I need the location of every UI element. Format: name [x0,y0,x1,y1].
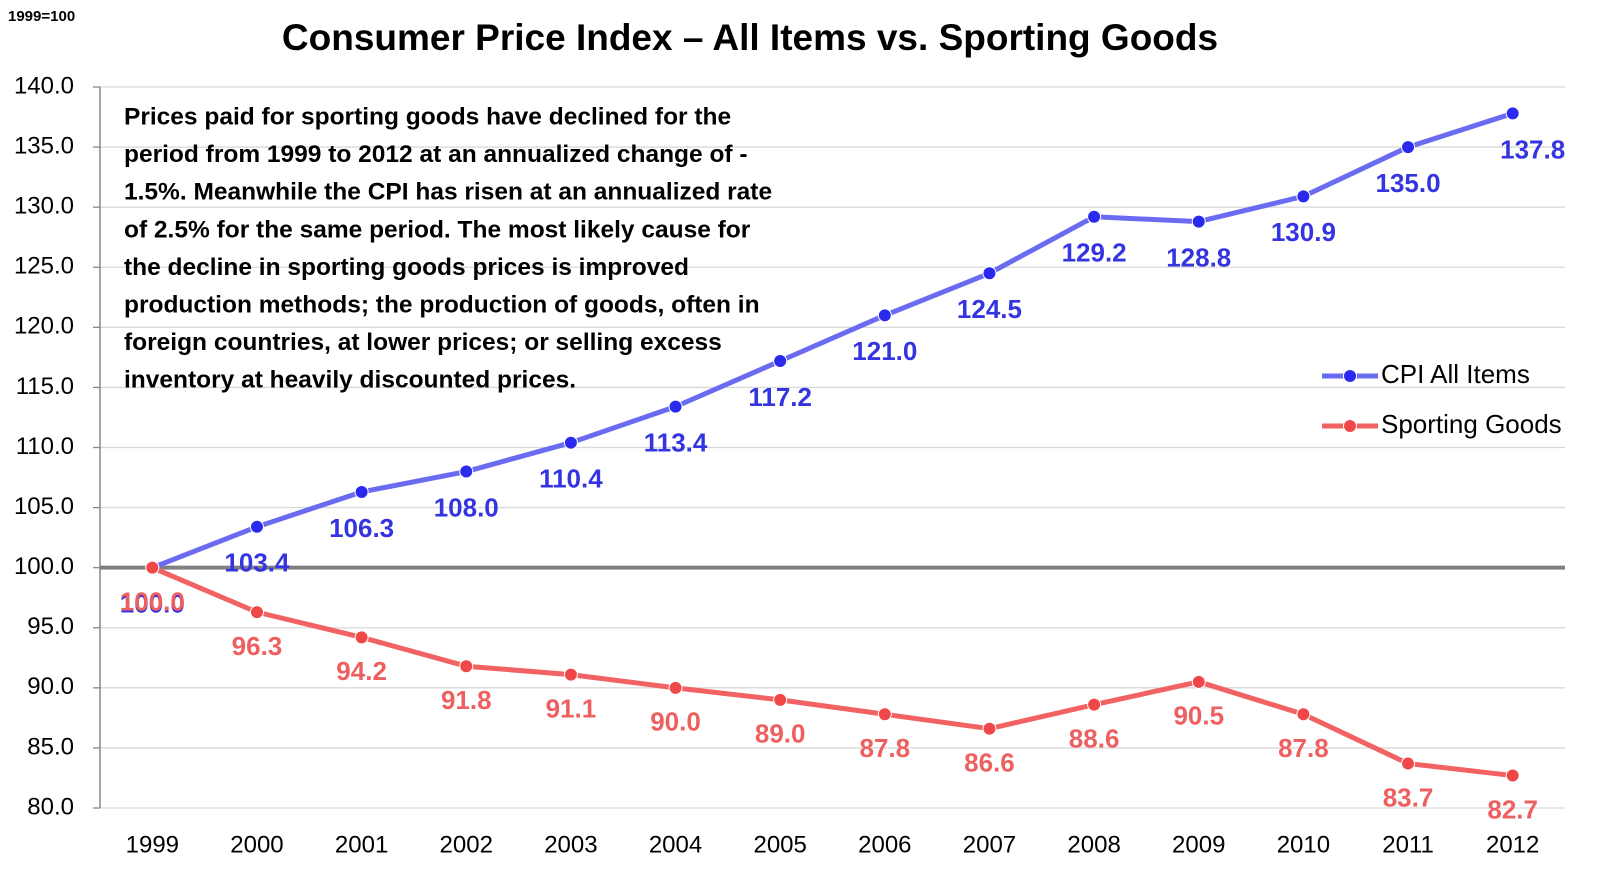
legend-marker [1343,419,1357,433]
point [877,707,892,722]
x-tick-label: 2000 [230,831,283,858]
legend-label: Sporting Goods [1381,409,1562,439]
y-tick-label: 105.0 [14,493,74,520]
data-label: 137.8 [1500,134,1565,164]
y-tick-label: 130.0 [14,193,74,220]
x-tick-label: 2010 [1277,831,1330,858]
data-label: 124.5 [957,294,1022,324]
subtitle: 1999=100 [8,8,75,25]
data-label: 108.0 [434,492,499,522]
point [1401,140,1416,155]
annotation: Prices paid for sporting goods have decl… [124,103,731,130]
point [354,484,369,499]
x-tick-label: 2003 [544,831,597,858]
point [877,308,892,323]
point [1505,768,1520,783]
y-tick-label: 90.0 [27,673,74,700]
legend-label: CPI All Items [1381,359,1530,389]
y-tick-label: 80.0 [27,793,74,820]
x-tick-label: 2011 [1382,831,1434,858]
annotation: inventory at heavily discounted prices. [124,367,576,394]
data-label: 90.0 [650,707,701,737]
point [563,435,578,450]
point [1296,189,1311,204]
data-label: 87.8 [860,733,911,763]
point [249,519,264,534]
data-label: 110.4 [539,464,603,494]
annotation: foreign countries, at lower prices; or s… [124,329,722,356]
series-line [151,111,1514,570]
data-label: 100.0 [120,589,185,619]
annotation: production methods; the production of go… [124,291,760,318]
data-label: 103.4 [224,548,290,578]
y-tick-label: 85.0 [27,733,74,760]
point [354,630,369,645]
data-label: 106.3 [329,513,394,543]
x-tick-label: 2009 [1172,831,1225,858]
x-tick-label: 2005 [753,831,806,858]
point [1296,707,1311,722]
x-tick-label: 2007 [963,831,1016,858]
point [145,560,160,575]
point [773,692,788,707]
y-tick-label: 125.0 [14,253,74,280]
x-tick-label: 2002 [440,831,493,858]
point [1087,697,1102,712]
x-tick-label: 2004 [649,831,702,858]
y-tick-label: 100.0 [14,553,74,580]
point [459,659,474,674]
data-label: 91.1 [546,693,597,723]
data-label: 91.8 [441,685,492,715]
data-label: 86.6 [964,748,1015,778]
point [668,680,683,695]
annotation: 1.5%. Meanwhile the CPI has risen at an … [124,179,772,206]
data-label: 100.0 [120,587,185,617]
data-label: 113.4 [644,428,708,458]
data-label: 83.7 [1383,782,1434,812]
data-label: 90.5 [1173,701,1224,731]
data-label: 129.2 [1062,238,1127,268]
x-tick-label: 2012 [1486,831,1539,858]
point [1505,106,1520,121]
data-label: 121.0 [852,336,917,366]
point [773,353,788,368]
point [1401,756,1416,771]
y-tick-label: 140.0 [14,72,74,99]
point [249,605,264,620]
annotation: the decline in sporting goods prices is … [124,254,689,281]
y-tick-label: 95.0 [27,613,74,640]
data-label: 88.6 [1069,724,1120,754]
data-label: 128.8 [1166,242,1231,272]
x-tick-label: 1999 [126,831,179,858]
data-label: 87.8 [1278,733,1329,763]
data-label: 96.3 [232,631,283,661]
y-tick-label: 135.0 [14,132,74,159]
point [1191,674,1206,689]
point [982,266,997,281]
point [982,721,997,736]
data-label: 130.9 [1271,217,1336,247]
x-tick-label: 2008 [1067,831,1120,858]
annotation: of 2.5% for the same period. The most li… [124,216,751,243]
data-label: 89.0 [755,719,806,749]
point [1191,214,1206,229]
data-label: 82.7 [1487,794,1538,824]
data-label: 135.0 [1375,168,1440,198]
point [563,667,578,682]
y-tick-label: 120.0 [14,313,74,340]
data-label: 117.2 [748,382,812,412]
chart-title: Consumer Price Index – All Items vs. Spo… [282,17,1218,58]
x-tick-label: 2001 [335,831,388,858]
legend-marker [1343,369,1357,383]
y-tick-label: 115.0 [16,373,74,400]
point [459,464,474,479]
annotation: period from 1999 to 2012 at an annualize… [124,141,748,168]
point [1087,209,1102,224]
x-tick-label: 2006 [858,831,911,858]
y-tick-label: 110.0 [16,433,74,460]
point [668,399,683,414]
data-label: 94.2 [336,656,387,686]
series-line [151,565,1513,779]
